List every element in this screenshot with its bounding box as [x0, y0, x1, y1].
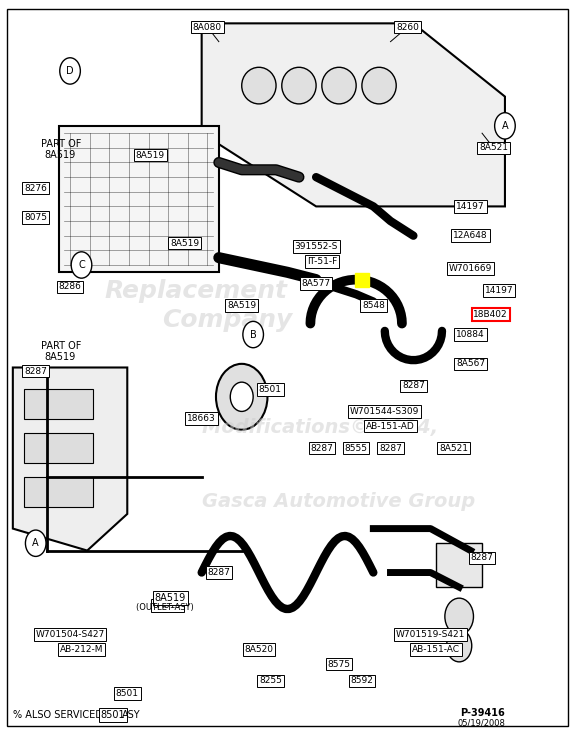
Circle shape	[230, 382, 253, 412]
Text: 391552-S: 391552-S	[294, 243, 338, 251]
Text: 14197: 14197	[457, 202, 485, 211]
Text: 8A519: 8A519	[155, 593, 186, 603]
Text: W701669: W701669	[449, 264, 492, 273]
Text: P-39416: P-39416	[460, 708, 505, 718]
Bar	[59, 126, 219, 272]
Text: 8287: 8287	[24, 367, 47, 376]
Text: 18663: 18663	[187, 415, 216, 423]
Text: W701519-S421: W701519-S421	[396, 630, 465, 639]
Text: 8A521: 8A521	[439, 443, 468, 453]
Text: PART OF: PART OF	[41, 139, 82, 149]
Text: Gasca Automotive Group: Gasca Automotive Group	[202, 492, 475, 511]
Text: 8A519: 8A519	[170, 239, 199, 248]
Text: 8A567: 8A567	[456, 359, 485, 368]
Text: 8A519: 8A519	[153, 601, 182, 610]
Text: Modifications© 2014,: Modifications© 2014,	[202, 418, 438, 437]
Text: % ALSO SERVICED IN: % ALSO SERVICED IN	[13, 710, 116, 720]
Ellipse shape	[362, 68, 396, 104]
Circle shape	[71, 252, 92, 278]
Text: W701504-S427: W701504-S427	[36, 630, 105, 639]
Text: 8592: 8592	[350, 676, 373, 686]
Text: AB-151-AD: AB-151-AD	[366, 422, 415, 431]
Text: Company: Company	[162, 308, 292, 332]
Text: 8260: 8260	[396, 23, 419, 32]
Text: 8287: 8287	[402, 381, 425, 390]
Text: AB-212-M: AB-212-M	[60, 645, 104, 654]
Text: 05/19/2008: 05/19/2008	[457, 718, 505, 727]
Text: 8A519: 8A519	[44, 150, 75, 160]
Text: ASY: ASY	[121, 710, 140, 720]
Text: AB-151-AC: AB-151-AC	[412, 645, 460, 654]
Text: 12A648: 12A648	[453, 232, 488, 240]
Ellipse shape	[322, 68, 356, 104]
Text: 8A519: 8A519	[136, 151, 164, 159]
Text: 8501: 8501	[116, 689, 139, 698]
Text: 8075: 8075	[24, 213, 47, 222]
Ellipse shape	[242, 68, 276, 104]
Text: 18B402: 18B402	[473, 310, 508, 319]
Text: A: A	[501, 121, 508, 131]
Text: Replacement: Replacement	[105, 279, 288, 303]
Text: 8276: 8276	[24, 184, 47, 193]
Text: 8A519: 8A519	[44, 351, 75, 362]
Text: 8A080: 8A080	[193, 23, 222, 32]
Circle shape	[447, 630, 472, 662]
Circle shape	[60, 58, 80, 84]
Text: 8255: 8255	[259, 676, 282, 686]
Text: 8286: 8286	[59, 282, 82, 292]
Text: 8287: 8287	[379, 443, 402, 453]
Text: 14197: 14197	[485, 286, 513, 295]
Polygon shape	[202, 24, 505, 207]
Text: 8A521: 8A521	[479, 143, 508, 152]
Bar	[24, 434, 93, 463]
Text: 8287: 8287	[208, 568, 230, 577]
Text: 8A577: 8A577	[301, 279, 331, 288]
Text: C: C	[78, 260, 85, 270]
Text: 8548: 8548	[362, 301, 385, 309]
Text: 8A520: 8A520	[244, 645, 273, 654]
Circle shape	[494, 112, 515, 139]
Text: 8575: 8575	[328, 659, 351, 669]
Text: 10884: 10884	[457, 330, 485, 339]
Text: PART OF: PART OF	[41, 340, 82, 351]
Polygon shape	[13, 368, 127, 551]
Text: W701544-S309: W701544-S309	[350, 407, 420, 416]
Bar	[436, 543, 482, 587]
Bar	[24, 390, 93, 419]
Circle shape	[445, 598, 473, 635]
Circle shape	[216, 364, 267, 430]
Ellipse shape	[282, 68, 316, 104]
Text: A: A	[32, 538, 39, 548]
Circle shape	[25, 530, 46, 556]
Bar	[24, 477, 93, 506]
Text: 8501: 8501	[101, 710, 125, 720]
Circle shape	[243, 321, 263, 348]
Text: (OUTLET ASY): (OUTLET ASY)	[136, 603, 193, 612]
Text: B: B	[250, 329, 256, 340]
Text: 8501: 8501	[259, 385, 282, 394]
Text: D: D	[66, 66, 74, 76]
Text: 8555: 8555	[344, 443, 367, 453]
Text: IT-51-F: IT-51-F	[306, 257, 337, 266]
Text: 8287: 8287	[470, 553, 493, 562]
Text: 8287: 8287	[310, 443, 333, 453]
Text: 8A519: 8A519	[227, 301, 256, 309]
